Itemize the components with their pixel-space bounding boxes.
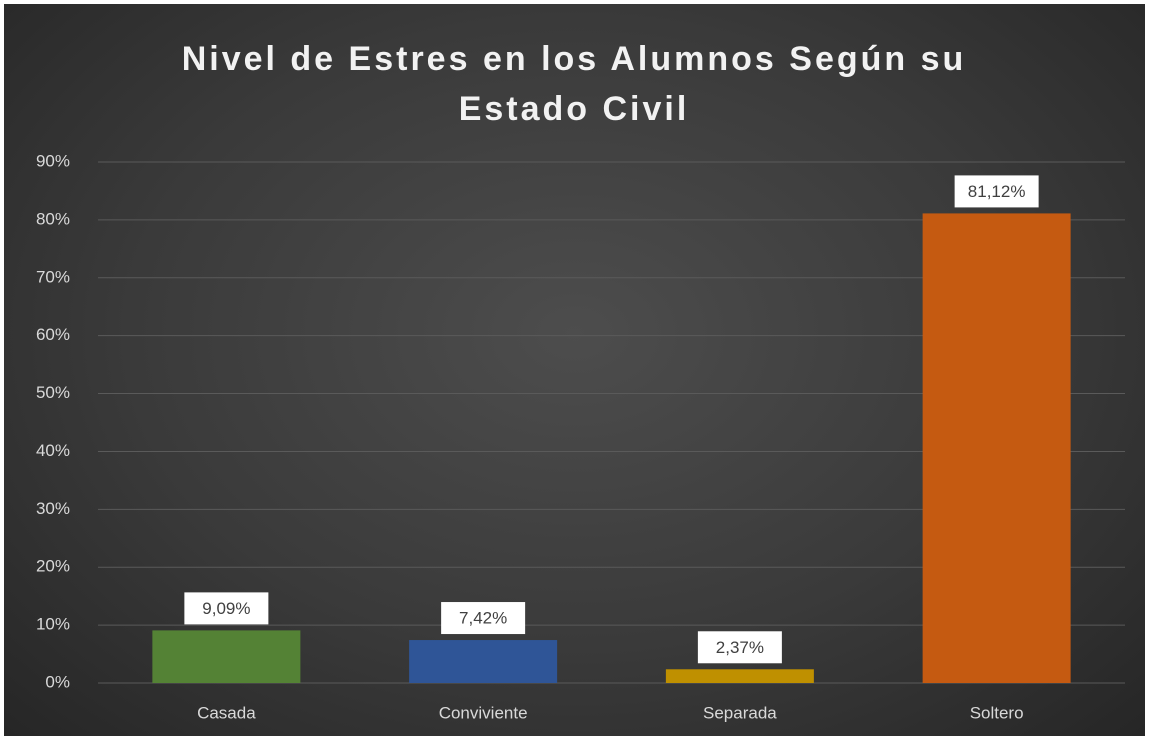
y-tick-label: 50% [36, 383, 70, 402]
x-tick-label: Soltero [970, 703, 1024, 722]
y-tick-label: 70% [36, 267, 70, 286]
chart: Nivel de Estres en los Alumnos Según su … [4, 4, 1145, 736]
data-label: 7,42% [459, 609, 507, 628]
y-tick-label: 10% [36, 615, 70, 634]
data-label-box [441, 602, 526, 635]
y-tick-label: 20% [36, 557, 70, 576]
x-tick-label: Conviviente [439, 703, 528, 722]
y-tick-label: 90% [36, 151, 70, 170]
x-tick-label: Casada [197, 703, 256, 722]
plot: 0% 10% 20% 30% 40% 50% 60% 70% 80% 90% Casada 9,09%… [36, 151, 1125, 722]
data-label-box [954, 175, 1039, 208]
data-label: 2,37% [716, 638, 764, 657]
y-tick-label: 0% [45, 672, 70, 691]
data-label: 9,09% [202, 599, 250, 618]
data-label-box [184, 592, 269, 625]
y-tick-label: 30% [36, 499, 70, 518]
bar [409, 640, 558, 683]
y-tick-label: 40% [36, 441, 70, 460]
x-tick-label: Separada [703, 703, 777, 722]
data-label: 81,12% [968, 182, 1026, 201]
y-tick-label: 80% [36, 209, 70, 228]
chart-title: Nivel de Estres en los Alumnos Según su … [181, 40, 967, 128]
bar [665, 669, 814, 683]
bar [152, 630, 301, 683]
bar [922, 213, 1071, 683]
y-tick-label: 60% [36, 325, 70, 344]
data-label-box [697, 631, 782, 664]
